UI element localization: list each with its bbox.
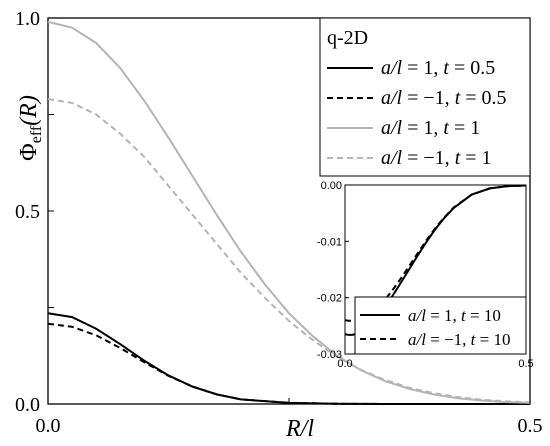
main-series-line-4 [47,98,531,404]
inset-y-tick-label: -0.02 [317,293,342,305]
inset-legend-label-2: a/l = −1, t = 10 [408,330,510,349]
y-axis-title: Φeff(R) [16,95,45,161]
inset-legend-label-1: a/l = 1, t = 10 [408,306,501,325]
x-axis-title: R/l [285,416,314,442]
inset-legend-items: a/l = 1, t = 10 a/l = −1, t = 10 [360,306,510,349]
main-series-line-2 [47,322,530,405]
y-tick-label: 1.0 [15,8,40,30]
y-axis-title-rest: (R) [16,95,42,126]
inset-ticks-group: 0.00 -0.01 -0.02 -0.030.0 0.5 [317,180,534,370]
inset-y-tick-label: -0.01 [317,236,342,248]
main-legend-label-4: a/l = −1, t = 1 [381,147,492,169]
inset-x-tick-label: 0.5 [518,358,533,370]
main-series-group [47,20,531,405]
inset-x-tick-label: 0.0 [337,358,352,370]
inset-y-tick-label: 0.00 [321,180,342,192]
y-axis-title-sub: eff [28,125,45,143]
inset: 0.00 -0.01 -0.02 -0.030.0 0.5 a/l = 1, t = 1… [317,180,534,370]
main-legend: q-2D a/l = 1, t = 0.5a/l = −1, t = 0.5a/… [319,17,531,177]
x-tick-label: 0.5 [518,415,543,437]
main-legend-label-3: a/l = 1, t = 1 [381,117,480,139]
y-tick-label: 0.5 [15,201,40,223]
y-tick-label: 0.0 [15,394,40,416]
main-legend-label-2: a/l = −1, t = 0.5 [381,87,507,109]
legend-title: q-2D [327,27,368,49]
main-legend-items: a/l = 1, t = 0.5 a/l = −1, t = 0.5 a/l = 1… [327,57,507,169]
main-legend-label-1: a/l = 1, t = 0.5 [381,57,495,79]
inset-legend-box [354,296,527,355]
main-legend-box [319,17,531,177]
main-series-line-3 [47,20,531,404]
inset-y-tick-label: -0.03 [317,349,342,361]
main-ticks-group: 0.0 0.5 0.0 0.5 1.0 [15,8,543,437]
y-axis-title-main: Φ [16,143,42,161]
x-tick-label: 0.0 [36,415,61,437]
